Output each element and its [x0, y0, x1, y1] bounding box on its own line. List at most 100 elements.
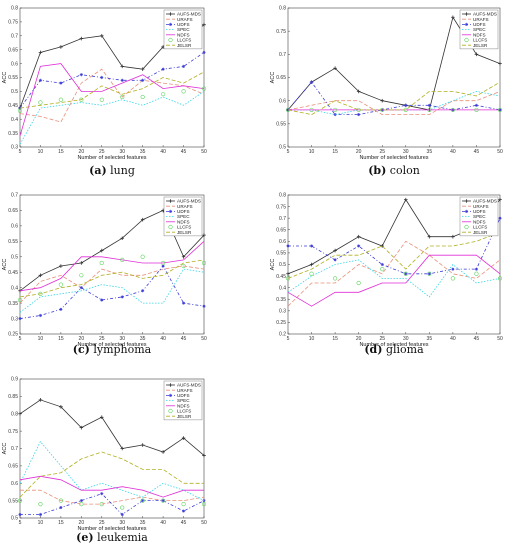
series-line — [19, 265, 205, 304]
y-tick-label: 0.45 — [8, 103, 18, 109]
data-point — [100, 298, 104, 302]
series-line — [19, 259, 205, 298]
x-tick-label: 10 — [38, 336, 44, 342]
x-tick-label: 15 — [58, 520, 64, 526]
legend-marker — [168, 224, 173, 230]
series-jelsr — [19, 259, 205, 298]
series-llcfs — [17, 498, 207, 510]
data-point — [450, 107, 455, 113]
data-point — [404, 272, 408, 276]
x-tick-label: 45 — [474, 336, 480, 342]
legend-marker — [464, 12, 469, 16]
data-point — [18, 316, 22, 321]
data-point — [38, 502, 43, 507]
data-point — [120, 446, 125, 451]
series-line — [19, 268, 205, 313]
x-tick-label: 50 — [497, 149, 503, 155]
data-point — [497, 276, 503, 281]
y-tick-label: 0.5 — [11, 89, 18, 95]
x-tick-label: 50 — [201, 149, 207, 155]
data-point — [451, 234, 455, 239]
data-point — [120, 78, 124, 82]
panel-caption: (b) colon — [368, 164, 420, 177]
legend-label: UDFS — [177, 22, 190, 27]
legend-label: URAFS — [473, 204, 489, 209]
y-tick-label: 0.7 — [279, 52, 286, 58]
x-tick-label: 35 — [140, 520, 146, 526]
data-point — [59, 81, 63, 85]
data-point — [181, 64, 186, 68]
series-line — [287, 81, 501, 115]
series-line — [287, 81, 501, 116]
y-tick-label: 0.65 — [276, 75, 286, 81]
legend-marker — [464, 224, 469, 230]
data-point — [18, 512, 22, 517]
caption-text: leukemia — [97, 531, 148, 544]
x-tick-label: 20 — [79, 149, 85, 155]
x-tick-label: 45 — [181, 336, 187, 342]
legend-label: JELSR — [177, 414, 192, 419]
caption-letter: (b) — [368, 164, 386, 177]
data-point — [309, 107, 314, 113]
series-line — [287, 259, 501, 298]
series-llcfs — [285, 267, 503, 286]
legend-label: UDFS — [473, 209, 486, 214]
y-tick-label: 0.6 — [279, 239, 286, 245]
data-point — [141, 499, 145, 503]
data-point — [120, 64, 125, 69]
x-tick-label: 40 — [450, 149, 456, 155]
x-axis-label: Number of selected features — [77, 526, 146, 532]
data-point — [140, 94, 145, 100]
legend-label: SPEC — [177, 27, 190, 32]
data-point — [201, 86, 207, 91]
chart-panel-lung: 5 10 15 20 25 30 35 40 45 50 0.3 0.35 0.4 0.45 0.5 0.55… — [2, 6, 207, 177]
caption-text: lung — [110, 164, 135, 177]
data-point — [181, 509, 186, 513]
data-point — [285, 276, 291, 281]
legend-label: UDFS — [177, 393, 190, 398]
data-point — [99, 260, 104, 266]
data-point — [58, 282, 63, 287]
series-line — [20, 489, 205, 505]
data-point — [99, 248, 104, 253]
data-point — [427, 234, 432, 239]
legend-marker — [464, 22, 469, 26]
x-tick-label: 10 — [38, 149, 44, 155]
data-point — [140, 217, 145, 222]
data-point — [38, 100, 43, 105]
data-point — [181, 301, 186, 305]
series-llcfs — [17, 86, 207, 113]
data-point — [286, 244, 290, 248]
x-axis-label: Number of selected features — [77, 342, 146, 348]
legend-label: URAFS — [473, 17, 489, 22]
legend-label: AUFS-MDS — [177, 383, 201, 388]
legend-label: UDFS — [177, 209, 190, 214]
y-tick-label: 0.8 — [279, 193, 286, 199]
legend-label: AUFS-MDS — [473, 12, 497, 17]
data-point — [120, 236, 125, 241]
y-tick-label: 0.75 — [276, 204, 286, 210]
data-point — [309, 271, 314, 276]
y-tick-label: 0.8 — [11, 6, 18, 12]
data-point — [161, 498, 166, 503]
x-tick-label: 50 — [201, 336, 207, 342]
y-tick-label: 0.7 — [279, 216, 286, 222]
data-point — [181, 254, 186, 259]
caption-letter: (d) — [364, 343, 382, 356]
y-axis-label: ACC — [2, 72, 8, 84]
x-tick-label: 5 — [287, 336, 290, 342]
legend-marker — [168, 209, 173, 213]
legend-marker — [464, 209, 469, 213]
y-tick-label: 0.45 — [276, 274, 286, 280]
data-point — [427, 107, 432, 113]
x-tick-label: 30 — [119, 149, 125, 155]
legend-label: SPEC — [473, 214, 486, 219]
data-point — [309, 262, 314, 267]
x-axis-label: Number of selected features — [359, 155, 428, 161]
data-point — [100, 492, 104, 496]
x-tick-label: 30 — [403, 149, 409, 155]
series-udfs — [18, 492, 206, 517]
y-tick-label: 0.75 — [276, 29, 286, 35]
chart-panel-colon: 5 10 15 20 25 30 35 40 45 50 0.5 0.55 0.6 0.65 0.7 0.75… — [270, 6, 503, 177]
